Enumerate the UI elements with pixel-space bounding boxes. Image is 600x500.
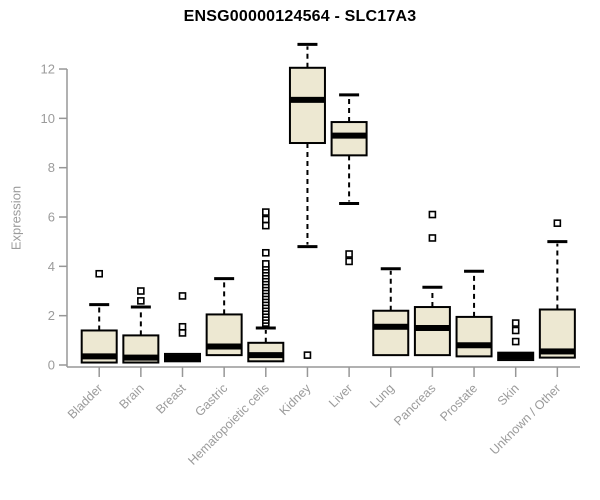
y-tick-label: 2 bbox=[48, 308, 55, 323]
outlier-point bbox=[511, 319, 520, 327]
box-group-hematopoietic-cells bbox=[247, 208, 285, 363]
median-bar bbox=[373, 323, 409, 330]
box-group-lung bbox=[372, 267, 410, 357]
iqr-box bbox=[288, 66, 326, 145]
box-group-gastric bbox=[205, 277, 243, 357]
median-bar bbox=[123, 354, 159, 361]
median-bar bbox=[206, 343, 242, 350]
outlier-point bbox=[428, 234, 437, 242]
y-tick-label: 12 bbox=[41, 62, 55, 77]
box-group-kidney bbox=[288, 42, 326, 359]
y-tick-label: 6 bbox=[48, 210, 55, 225]
outlier-point bbox=[553, 219, 562, 227]
x-tick-label: Hematopoietic cells bbox=[185, 381, 272, 468]
outlier-point bbox=[261, 260, 270, 268]
median-bar bbox=[539, 348, 575, 355]
outlier-point bbox=[428, 210, 437, 219]
outlier-point bbox=[303, 351, 312, 359]
outlier-point bbox=[137, 287, 145, 295]
median-bar bbox=[331, 132, 367, 139]
box-group-brain bbox=[122, 287, 160, 364]
y-tick-label: 0 bbox=[48, 358, 55, 373]
outlier-point bbox=[178, 322, 187, 331]
iqr-box bbox=[247, 341, 285, 363]
outlier-point bbox=[345, 257, 353, 266]
median-bar bbox=[498, 353, 534, 360]
box-group-unknown-other bbox=[538, 219, 576, 359]
iqr-box bbox=[330, 121, 368, 157]
box-group-pancreas bbox=[413, 210, 451, 357]
outlier-point bbox=[261, 248, 270, 257]
outlier-point bbox=[511, 337, 520, 346]
x-tick-label: Pancreas bbox=[391, 381, 438, 428]
median-bar bbox=[289, 96, 325, 103]
outlier-point bbox=[178, 292, 187, 300]
box-group-skin bbox=[497, 319, 535, 362]
y-tick-label: 8 bbox=[48, 160, 55, 175]
median-bar bbox=[165, 354, 200, 361]
iqr-box bbox=[413, 306, 451, 357]
x-tick-label: Kidney bbox=[277, 381, 314, 418]
outlier-point bbox=[137, 297, 145, 305]
y-tick-label: 4 bbox=[48, 259, 55, 274]
outlier-point bbox=[178, 329, 187, 337]
x-tick-label: Brain bbox=[116, 381, 147, 412]
outlier-point bbox=[261, 215, 270, 224]
outlier-point bbox=[345, 250, 353, 258]
box-group-prostate bbox=[455, 269, 493, 358]
x-tick-label: Skin bbox=[495, 381, 522, 408]
x-tick-label: Unknown / Other bbox=[487, 381, 563, 457]
iqr-box bbox=[455, 315, 493, 358]
chart-title: ENSG00000124564 - SLC17A3 bbox=[183, 8, 417, 25]
x-tick-label: Lung bbox=[367, 381, 397, 411]
x-tick-label: Breast bbox=[153, 381, 189, 417]
box-group-bladder bbox=[80, 269, 118, 364]
median-bar bbox=[81, 353, 117, 360]
median-bar bbox=[456, 342, 492, 349]
outlier-point bbox=[261, 221, 270, 230]
outlier-point bbox=[261, 208, 270, 216]
median-bar bbox=[248, 352, 284, 359]
box-group-breast bbox=[164, 292, 201, 363]
box-group-liver bbox=[330, 93, 368, 266]
outlier-point bbox=[511, 326, 520, 335]
outlier-point bbox=[95, 269, 103, 278]
median-bar bbox=[414, 325, 450, 332]
x-tick-label: Prostate bbox=[437, 381, 480, 424]
x-tick-label: Gastric bbox=[192, 381, 230, 419]
x-tick-label: Liver bbox=[326, 381, 355, 410]
y-tick-label: 10 bbox=[41, 111, 55, 126]
iqr-box bbox=[372, 309, 410, 357]
x-tick-label: Bladder bbox=[65, 381, 105, 421]
